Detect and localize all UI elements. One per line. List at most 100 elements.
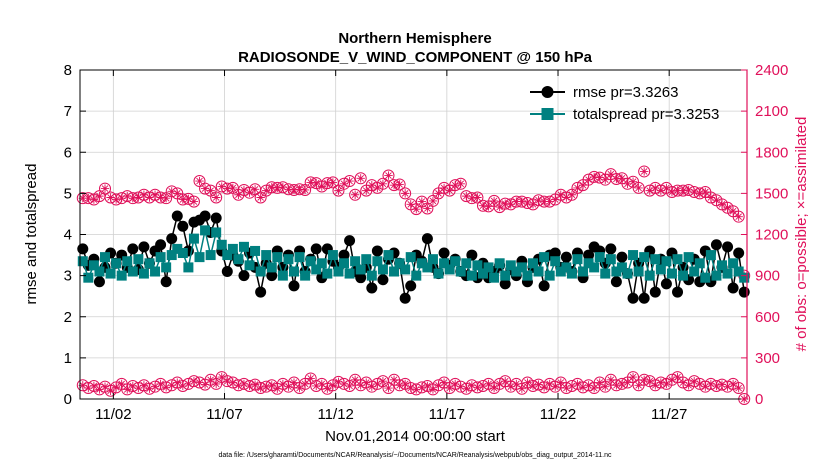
obs-assimilated-point [139, 381, 149, 390]
obs-assimilated-point [228, 378, 238, 387]
y-right-tick-label: 600 [755, 309, 780, 326]
obs-assimilated-point [467, 381, 477, 390]
totalspread-point [94, 266, 105, 277]
totalspread-point [522, 270, 533, 281]
obs-assimilated-point [701, 187, 710, 197]
obs-assimilated-point [200, 184, 210, 193]
totalspread-point [372, 256, 383, 267]
rmse-point [583, 249, 595, 261]
obs-assimilated-point [617, 174, 627, 183]
obs-assimilated-point [323, 178, 332, 188]
totalspread-point [616, 262, 627, 273]
rmse-point [171, 210, 183, 222]
obs-assimilated-point [95, 191, 104, 201]
y-right-tick-label: 2100 [755, 103, 788, 120]
rmse-point [338, 249, 350, 261]
obs-assimilated-point [78, 193, 87, 203]
obs-assimilated-point [284, 185, 293, 194]
obs-assimilated-point [189, 376, 199, 386]
x-tick-label: 11/02 [95, 406, 131, 423]
obs-assimilated-point [706, 193, 716, 202]
obs-assimilated-point [445, 186, 454, 195]
series-layer [76, 165, 751, 405]
obs-assimilated-point [367, 382, 377, 391]
obs-assimilated-point [728, 206, 738, 216]
rmse-point [405, 280, 417, 292]
rmse-point [660, 278, 672, 290]
obs-assimilated-point [84, 193, 93, 203]
totalspread-point [539, 252, 550, 263]
obs-assimilated-point [428, 385, 438, 394]
obs-assimilated-point [484, 202, 493, 211]
obs-assimilated-point [389, 180, 399, 190]
rmse-point [560, 251, 572, 263]
obs-assimilated-point [434, 189, 443, 198]
obs-assimilated-point [484, 379, 493, 389]
obs-assimilated-point [473, 193, 482, 202]
obs-assimilated-point [617, 379, 627, 389]
obs-assimilated-point [184, 194, 193, 204]
totalspread-point [411, 270, 422, 281]
totalspread-point [444, 264, 455, 275]
totalspread-point [578, 266, 589, 277]
obs-assimilated-point [595, 173, 604, 182]
totalspread-point [705, 250, 716, 261]
obs-assimilated-point [423, 204, 432, 213]
obs-assimilated-point [578, 180, 588, 190]
rmse-point [438, 247, 450, 259]
obs-assimilated-point [423, 381, 432, 391]
totalspread-point [494, 258, 505, 269]
totalspread-point [355, 264, 366, 275]
totalspread-point [566, 268, 577, 279]
obs-assimilated-point [117, 379, 126, 389]
obs-assimilated-point [134, 193, 143, 202]
totalspread-point [305, 256, 316, 267]
totalspread-point [205, 250, 216, 261]
obs-assimilated-point [723, 203, 732, 212]
obs-assimilated-point [306, 178, 315, 187]
totalspread-point [644, 270, 655, 281]
totalspread-point [288, 266, 299, 277]
totalspread-point [133, 254, 144, 265]
obs-assimilated-point [639, 167, 649, 176]
obs-assimilated-point [645, 376, 654, 386]
rmse-point [177, 220, 189, 232]
obs-assimilated-point [734, 212, 743, 221]
legend-rmse-label: rmse pr=3.3263 [573, 84, 678, 101]
obs-assimilated-point [312, 178, 321, 188]
obs-assimilated-point [678, 378, 688, 387]
obs-assimilated-point [250, 185, 260, 194]
legend-rmse-marker [541, 86, 554, 98]
totalspread-point [266, 262, 277, 273]
obs-assimilated-point [723, 382, 732, 391]
totalspread-point [244, 260, 255, 271]
totalspread-point [366, 270, 377, 281]
rmse-point [199, 210, 211, 222]
obs-assimilated-point [545, 379, 554, 389]
totalspread-point [233, 254, 244, 265]
obs-assimilated-point [695, 189, 704, 198]
obs-assimilated-point [245, 188, 254, 197]
obs-assimilated-point [256, 383, 265, 393]
obs-count-series [76, 371, 751, 405]
obs-assimilated-point [189, 197, 199, 206]
y-left-tick-label: 3 [64, 268, 72, 285]
obs-assimilated-point [706, 379, 716, 389]
obs-assimilated-point [539, 197, 549, 206]
totalspread-point [188, 233, 199, 244]
totalspread-point [327, 250, 338, 261]
data-file-footnote: data file: /Users/gharamti/Documents/NCA… [218, 452, 612, 459]
totalspread-point [389, 266, 400, 277]
obs-assimilated-point [312, 381, 321, 391]
totalspread-point [516, 262, 527, 273]
obs-assimilated-point [673, 186, 682, 195]
obs-assimilated-point [634, 381, 643, 390]
obs-assimilated-point [595, 378, 604, 387]
totalspread-point [272, 252, 283, 263]
totalspread-point [489, 272, 500, 283]
obs-assimilated-point [167, 381, 176, 390]
rmse-point [549, 247, 561, 259]
totalspread-point [300, 270, 311, 281]
obs-assimilated-point [206, 186, 215, 195]
obs-assimilated-point [734, 383, 743, 393]
